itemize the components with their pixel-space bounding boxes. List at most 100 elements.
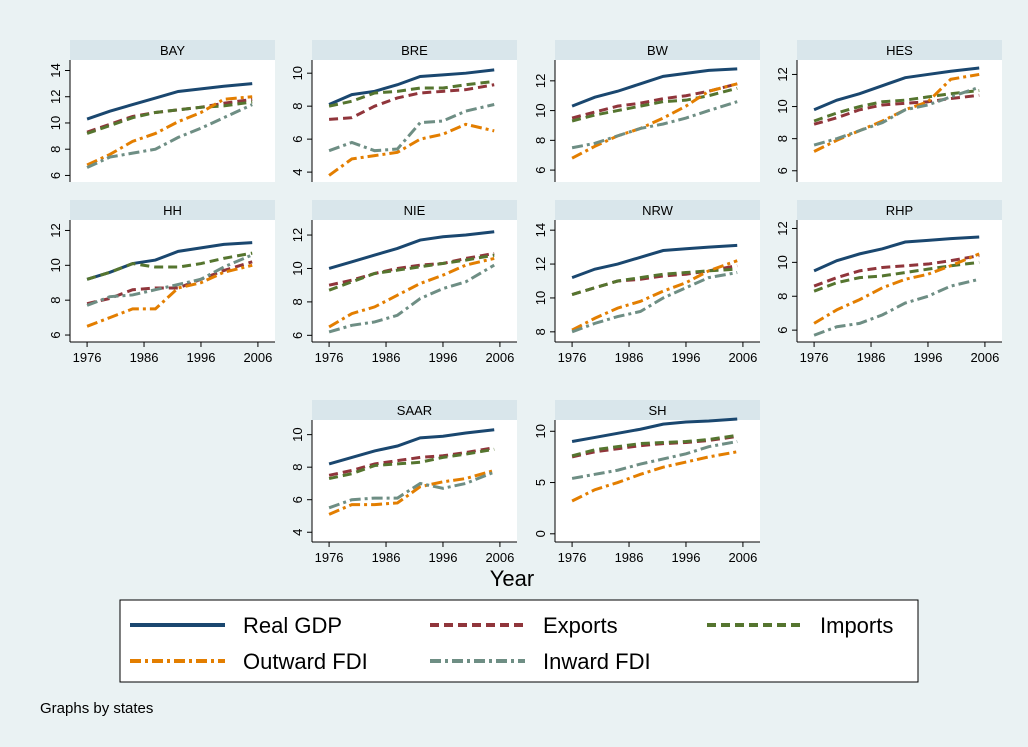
y-tick-label: 12 <box>775 67 790 81</box>
strip <box>555 400 760 420</box>
series-line <box>571 450 738 503</box>
y-tick-label: 12 <box>533 74 548 88</box>
strip <box>797 200 1002 220</box>
panel-title: HES <box>886 43 913 58</box>
series-line <box>813 260 980 293</box>
y-tick-label: 14 <box>48 63 63 77</box>
y-tick-label: 8 <box>775 135 790 142</box>
y-tick-label: 10 <box>290 427 305 441</box>
series-line <box>328 103 495 153</box>
y-tick-label: 8 <box>775 293 790 300</box>
strip <box>555 40 760 60</box>
series-line <box>328 468 495 516</box>
y-tick-label: 10 <box>48 258 63 272</box>
y-tick-label: 6 <box>290 332 305 339</box>
y-tick-label: 4 <box>290 529 305 536</box>
series-line <box>813 277 980 337</box>
strip <box>555 200 760 220</box>
series-line <box>328 122 495 177</box>
plot-area <box>555 420 760 542</box>
y-tick-label: 10 <box>48 116 63 130</box>
y-tick-label: 8 <box>290 464 305 471</box>
series-line <box>571 271 738 334</box>
y-tick-label: 4 <box>290 168 305 175</box>
series-line <box>571 82 738 160</box>
y-tick-label: 12 <box>290 228 305 242</box>
x-tick-label: 1996 <box>187 350 216 365</box>
legend-box <box>119 599 919 683</box>
strip <box>70 40 275 60</box>
x-tick-label: 1996 <box>429 350 458 365</box>
series-line <box>86 95 253 167</box>
series-line <box>86 241 253 281</box>
y-tick-label: 0 <box>533 530 548 537</box>
panel-title: BAY <box>160 43 185 58</box>
series-line <box>328 263 495 334</box>
legend-label: Inward FDI <box>543 649 651 674</box>
y-tick-label: 8 <box>290 298 305 305</box>
y-tick-label: 8 <box>48 297 63 304</box>
strip <box>312 200 517 220</box>
series-line <box>328 83 495 121</box>
series-line <box>328 428 495 466</box>
strip <box>797 40 1002 60</box>
x-tick-label: 1986 <box>130 350 159 365</box>
series-line <box>86 100 253 135</box>
strip <box>312 400 517 420</box>
y-tick-label: 6 <box>48 331 63 338</box>
y-tick-label: 8 <box>290 103 305 110</box>
series-line <box>328 230 495 270</box>
x-tick-label: 1986 <box>372 350 401 365</box>
y-tick-label: 10 <box>533 424 548 438</box>
plot-area <box>312 420 517 542</box>
x-axis-label: Year <box>490 566 534 591</box>
y-tick-label: 8 <box>533 137 548 144</box>
x-tick-label: 2006 <box>728 550 757 565</box>
panel-title: SH <box>648 403 666 418</box>
y-tick-label: 5 <box>533 479 548 486</box>
series-line <box>328 253 495 292</box>
series-line <box>571 259 738 332</box>
y-tick-label: 6 <box>290 136 305 143</box>
panel-title: NRW <box>642 203 674 218</box>
plot-area <box>312 60 517 182</box>
y-tick-label: 14 <box>533 223 548 237</box>
note: Graphs by states <box>40 700 153 717</box>
y-tick-label: 10 <box>290 261 305 275</box>
panel-title: RHP <box>886 203 913 218</box>
y-tick-label: 10 <box>775 255 790 269</box>
plot-area <box>555 220 760 342</box>
series-line <box>813 66 980 112</box>
y-tick-label: 10 <box>533 103 548 117</box>
x-tick-label: 1986 <box>615 550 644 565</box>
x-tick-label: 2006 <box>728 350 757 365</box>
x-tick-label: 1976 <box>315 550 344 565</box>
series-line <box>328 470 495 510</box>
series-line <box>571 417 738 444</box>
x-tick-label: 1996 <box>672 350 701 365</box>
series-line <box>86 82 253 121</box>
series-line <box>571 67 738 108</box>
strip <box>70 200 275 220</box>
y-tick-label: 12 <box>533 257 548 271</box>
y-tick-label: 12 <box>48 89 63 103</box>
series-line <box>86 253 253 307</box>
y-tick-label: 10 <box>533 291 548 305</box>
panel-title: HH <box>163 203 182 218</box>
y-tick-label: 10 <box>775 99 790 113</box>
y-tick-label: 6 <box>775 167 790 174</box>
x-tick-label: 2006 <box>970 350 999 365</box>
series-line <box>86 263 253 328</box>
y-tick-label: 12 <box>48 223 63 237</box>
series-line <box>571 243 738 280</box>
series-line <box>571 433 738 458</box>
panel-title: BW <box>647 43 669 58</box>
x-tick-label: 1996 <box>429 550 458 565</box>
series-line <box>86 103 253 169</box>
x-tick-label: 1986 <box>857 350 886 365</box>
series-line <box>328 68 495 106</box>
x-tick-label: 1976 <box>558 550 587 565</box>
x-tick-label: 1976 <box>800 350 829 365</box>
y-tick-label: 8 <box>533 328 548 335</box>
